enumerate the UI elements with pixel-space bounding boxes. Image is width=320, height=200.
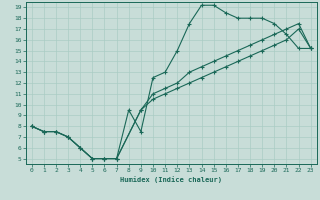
X-axis label: Humidex (Indice chaleur): Humidex (Indice chaleur) xyxy=(120,176,222,183)
